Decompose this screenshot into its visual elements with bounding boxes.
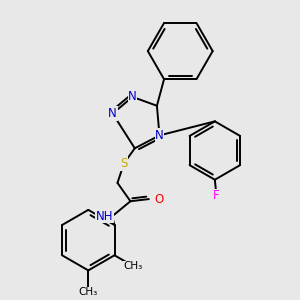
Text: N: N xyxy=(108,107,117,120)
Text: CH₃: CH₃ xyxy=(124,261,143,271)
Text: S: S xyxy=(120,157,128,170)
Text: NH: NH xyxy=(96,210,113,223)
Text: CH₃: CH₃ xyxy=(79,287,98,297)
Text: F: F xyxy=(213,189,219,203)
Text: N: N xyxy=(155,129,164,142)
Text: N: N xyxy=(128,90,137,104)
Text: O: O xyxy=(154,193,163,206)
